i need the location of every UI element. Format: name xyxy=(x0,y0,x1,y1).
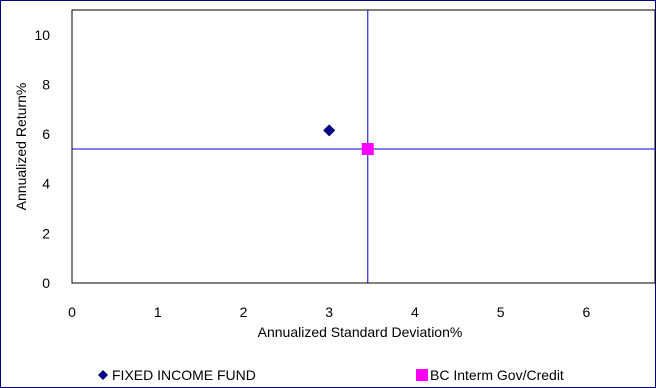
y-tick-label: 4 xyxy=(42,176,50,192)
fund-point-diamond xyxy=(323,124,336,137)
plot-area xyxy=(71,9,656,284)
x-tick-label: 4 xyxy=(411,304,419,320)
y-tick-label: 6 xyxy=(42,126,50,142)
y-tick-labels: 0 2 4 6 8 10 xyxy=(34,27,50,291)
legend-item: FIXED INCOME FUND xyxy=(98,367,256,383)
x-tick-labels: 0 1 2 3 4 5 6 xyxy=(68,304,590,320)
y-tick-label: 0 xyxy=(42,275,50,291)
legend-square-icon xyxy=(416,369,428,381)
data-points xyxy=(323,124,374,155)
y-axis-title: Annualized Return% xyxy=(13,83,29,211)
benchmark-point-square xyxy=(361,142,374,155)
x-tick-label: 5 xyxy=(497,304,505,320)
legend-label: BC Interm Gov/Credit xyxy=(430,367,564,383)
y-tick-label: 8 xyxy=(42,76,50,92)
legend-item: BC Interm Gov/Credit xyxy=(416,367,564,383)
x-axis-title: Annualized Standard Deviation% xyxy=(258,324,463,340)
legend-label: FIXED INCOME FUND xyxy=(112,367,256,383)
x-tick-label: 2 xyxy=(240,304,248,320)
x-tick-label: 0 xyxy=(68,304,76,320)
x-tick-label: 6 xyxy=(583,304,591,320)
legend-diamond-icon xyxy=(98,370,108,380)
y-tick-label: 2 xyxy=(42,225,50,241)
x-tick-label: 3 xyxy=(325,304,333,320)
y-tick-label: 10 xyxy=(34,27,50,43)
legend: FIXED INCOME FUND BC Interm Gov/Credit xyxy=(98,367,564,383)
x-tick-label: 1 xyxy=(154,304,162,320)
